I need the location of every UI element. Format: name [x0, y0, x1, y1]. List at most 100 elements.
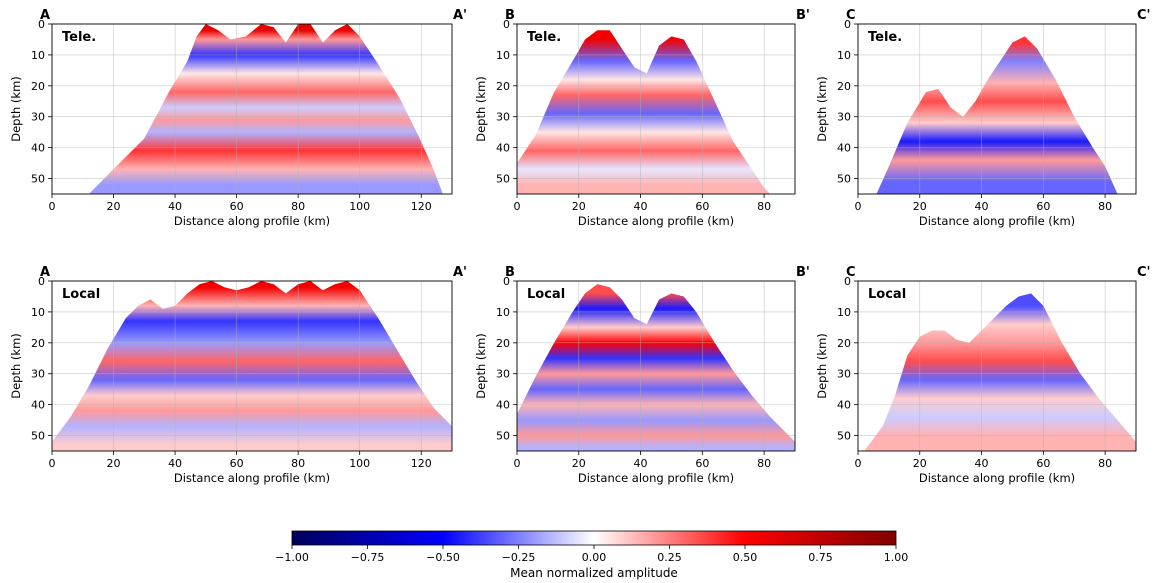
y-axis-label: Depth (km) — [474, 76, 488, 142]
panel-label: Tele. — [868, 30, 902, 45]
y-tick-label: 0 — [844, 275, 851, 288]
x-tick-label: 0 — [855, 457, 862, 470]
x-axis-label: Distance along profile (km) — [174, 471, 330, 485]
y-tick-label: 10 — [837, 49, 851, 62]
y-tick-label: 30 — [31, 368, 45, 381]
profile-start-label: A — [40, 8, 50, 23]
x-tick-label: 80 — [757, 457, 771, 470]
axes-frame — [857, 23, 1137, 195]
profile-end-label: B' — [796, 265, 810, 280]
panel-label: Local — [62, 287, 100, 302]
x-axis-label: Distance along profile (km) — [578, 471, 734, 485]
x-tick-label: 20 — [572, 200, 586, 213]
x-tick-label: 120 — [411, 457, 432, 470]
y-axis-label: Depth (km) — [815, 333, 829, 399]
x-tick-label: 40 — [168, 200, 182, 213]
x-tick-label: 80 — [757, 200, 771, 213]
y-tick-label: 10 — [31, 306, 45, 319]
y-axis-label: Depth (km) — [815, 76, 829, 142]
colorbar-gradient — [291, 530, 897, 546]
y-tick-label: 30 — [31, 111, 45, 124]
x-tick-label: 0 — [855, 200, 862, 213]
profile-start-label: C — [846, 8, 856, 23]
x-tick-label: 100 — [349, 457, 370, 470]
panel-local-b: 0 20 40 60 80 0 10 20 30 40 50 Distance along profi… — [474, 265, 810, 485]
profile-end-label: C' — [1137, 8, 1151, 23]
colorbar-tick-label: 0.75 — [808, 551, 833, 564]
profile-start-label: A — [40, 265, 50, 280]
y-tick-label: 0 — [38, 18, 45, 31]
colorbar-tick-label: 1.00 — [884, 551, 909, 564]
panel-label: Tele. — [527, 30, 561, 45]
x-tick-label: 40 — [634, 200, 648, 213]
y-tick-label: 50 — [837, 430, 851, 443]
y-tick-label: 10 — [496, 306, 510, 319]
x-tick-label: 40 — [168, 457, 182, 470]
panel-tele-a: 0 20 40 60 80 100 120 0 10 20 30 40 50 Distance along… — [9, 8, 467, 228]
y-tick-label: 40 — [496, 142, 510, 155]
x-tick-label: 20 — [107, 457, 121, 470]
x-tick-label: 20 — [913, 457, 927, 470]
y-tick-label: 50 — [496, 173, 510, 186]
y-tick-label: 40 — [837, 142, 851, 155]
y-axis-label: Depth (km) — [9, 76, 23, 142]
y-tick-label: 20 — [496, 80, 510, 93]
profile-start-label: B — [505, 8, 515, 23]
colorbar-ticks: −1.00 −0.75 −0.50 −0.25 0.00 0.25 0.50 0.75 1.00 — [275, 545, 908, 564]
panel-label: Tele. — [62, 30, 96, 45]
axes-frame — [516, 23, 796, 195]
axes-frame — [516, 280, 796, 452]
y-tick-label: 50 — [31, 173, 45, 186]
heatmap-fill — [517, 30, 771, 194]
y-tick-label: 40 — [31, 399, 45, 412]
y-tick-label: 40 — [496, 399, 510, 412]
profile-end-label: C' — [1137, 265, 1151, 280]
colorbar-tick-label: 0.00 — [582, 551, 607, 564]
panel-tele-b: 0 20 40 60 80 0 10 20 30 40 50 Distance along profi… — [474, 8, 810, 228]
x-tick-label: 80 — [291, 457, 305, 470]
colorbar: −1.00 −0.75 −0.50 −0.25 0.00 0.25 0.50 0.75 1.00… — [275, 530, 908, 580]
x-tick-label: 60 — [230, 200, 244, 213]
y-tick-label: 10 — [496, 49, 510, 62]
heatmap-fill — [52, 281, 452, 451]
y-axis-label: Depth (km) — [9, 333, 23, 399]
y-tick-label: 50 — [496, 430, 510, 443]
x-axis-label: Distance along profile (km) — [174, 214, 330, 228]
axes-frame — [51, 23, 453, 195]
colorbar-tick-label: −0.25 — [502, 551, 536, 564]
profile-end-label: A' — [453, 265, 467, 280]
x-tick-label: 20 — [572, 457, 586, 470]
panel-label: Local — [527, 287, 565, 302]
colorbar-tick-label: 0.25 — [657, 551, 682, 564]
y-tick-label: 10 — [31, 49, 45, 62]
y-tick-label: 50 — [31, 430, 45, 443]
panel-local-a: 0 20 40 60 80 100 120 0 10 20 30 40 50 Distance along… — [9, 265, 467, 485]
x-axis-label: Distance along profile (km) — [578, 214, 734, 228]
heatmap-fill — [517, 284, 795, 451]
grid — [51, 23, 452, 194]
x-tick-label: 60 — [230, 457, 244, 470]
y-tick-label: 0 — [503, 275, 510, 288]
y-axis-label: Depth (km) — [474, 333, 488, 399]
x-tick-label: 80 — [291, 200, 305, 213]
heatmap-fill — [88, 24, 443, 194]
y-tick-label: 20 — [31, 80, 45, 93]
y-tick-label: 40 — [837, 399, 851, 412]
y-tick-label: 30 — [837, 368, 851, 381]
y-tick-label: 20 — [837, 80, 851, 93]
x-tick-label: 0 — [49, 200, 56, 213]
y-tick-label: 50 — [837, 173, 851, 186]
y-tick-label: 30 — [837, 111, 851, 124]
colorbar-tick-label: −0.75 — [351, 551, 385, 564]
heatmap-fill — [876, 36, 1118, 194]
colorbar-tick-label: −1.00 — [275, 551, 309, 564]
panel-local-c: 0 20 40 60 80 0 10 20 30 40 50 Distance along profi… — [815, 265, 1151, 485]
profile-start-label: C — [846, 265, 856, 280]
axes-frame — [51, 280, 453, 452]
colorbar-label: Mean normalized amplitude — [510, 566, 678, 580]
y-tick-label: 0 — [38, 275, 45, 288]
colorbar-tick-label: 0.50 — [733, 551, 758, 564]
x-tick-label: 80 — [1098, 457, 1112, 470]
